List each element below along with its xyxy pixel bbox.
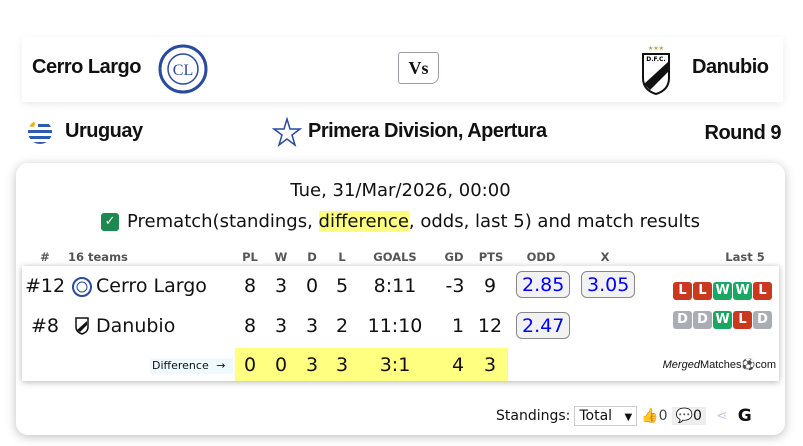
- row-pts: 9: [483, 275, 497, 297]
- cerro-largo-logo: CL: [158, 44, 208, 94]
- diff-pl: 0: [243, 354, 257, 376]
- row-goals: 8:11: [373, 275, 417, 297]
- header-x: X: [600, 250, 610, 264]
- comments-count: 0: [693, 408, 702, 424]
- result-badge: D: [673, 311, 692, 329]
- diff-pts: 3: [483, 354, 497, 376]
- header-teams: 16 teams: [68, 250, 128, 264]
- header-gd: GD: [444, 250, 464, 264]
- google-icon[interactable]: G: [737, 406, 752, 426]
- diff-w: 0: [274, 354, 288, 376]
- brand-italic: Merged: [662, 359, 700, 371]
- row-team[interactable]: Danubio: [96, 315, 176, 337]
- row-goals: 11:10: [367, 315, 423, 337]
- row-gd: -3: [445, 275, 465, 297]
- soccer-ball-icon: ⚽: [741, 359, 756, 371]
- diff-l: 3: [335, 354, 349, 376]
- difference-text: Difference: [152, 359, 209, 372]
- row-w: 3: [274, 275, 288, 297]
- result-badge: D: [753, 311, 772, 329]
- diff-d: 3: [305, 354, 319, 376]
- league-name[interactable]: Primera Division, Apertura: [308, 120, 547, 142]
- header-last5: Last 5: [725, 250, 765, 264]
- result-badge: L: [693, 282, 712, 300]
- standings-label: Standings:: [496, 408, 571, 424]
- difference-label: Difference →: [150, 358, 233, 374]
- comment-icon: 💬: [675, 408, 694, 424]
- row-l: 5: [335, 275, 349, 297]
- result-badge: L: [753, 282, 772, 300]
- result-badge: L: [733, 311, 752, 329]
- arrow-right-icon: →: [216, 359, 226, 372]
- cerro-largo-small-logo: [72, 277, 92, 297]
- home-team-name[interactable]: Cerro Largo: [32, 56, 141, 78]
- odd-draw-button[interactable]: 3.05: [581, 271, 636, 298]
- away-team-name[interactable]: Danubio: [692, 56, 769, 78]
- row-rank: #8: [30, 315, 60, 337]
- comment-button[interactable]: 💬0: [671, 407, 706, 425]
- brand-rest: Matches: [699, 359, 742, 371]
- prematch-text-end: , odds, last 5) and match results: [408, 211, 700, 232]
- prematch-checkbox[interactable]: ✓: [101, 213, 120, 231]
- uruguay-flag-icon: [28, 120, 52, 144]
- header-odd: ODD: [526, 250, 556, 264]
- country-name[interactable]: Uruguay: [65, 120, 143, 142]
- header-d: D: [307, 250, 317, 264]
- like-button[interactable]: 👍0: [641, 408, 667, 424]
- row-pl: 8: [243, 315, 257, 337]
- header-l: L: [338, 250, 346, 264]
- result-badge: W: [733, 282, 752, 300]
- result-badge: W: [713, 282, 732, 300]
- prematch-highlight: difference: [318, 211, 409, 232]
- svg-text:★★★: ★★★: [648, 45, 664, 52]
- result-badge: L: [673, 282, 692, 300]
- result-badge: W: [713, 311, 732, 329]
- header-rank: #: [40, 250, 50, 264]
- difference-highlight: [235, 348, 508, 381]
- brand-tld: com: [755, 359, 776, 371]
- chevron-down-icon: ▼: [624, 412, 633, 423]
- header-goals: GOALS: [373, 250, 417, 264]
- share-icon[interactable]: ⋖: [715, 408, 728, 424]
- round-label: Round 9: [704, 122, 782, 144]
- likes-count: 0: [658, 408, 668, 424]
- row-d: 0: [305, 275, 319, 297]
- row-gd: 1: [451, 315, 465, 337]
- svg-text:D.F.C.: D.F.C.: [646, 56, 665, 63]
- header-pl: PL: [242, 250, 258, 264]
- row-d: 3: [305, 315, 319, 337]
- svg-text:CL: CL: [173, 62, 193, 79]
- row-pts: 12: [477, 315, 503, 337]
- prematch-line: ✓ Prematch(standings, difference, odds, l…: [16, 211, 785, 232]
- danubio-logo: ★★★ D.F.C.: [642, 45, 670, 96]
- footer-bar: Standings: Total ▼ 👍0 💬0 ⋖ G: [496, 404, 752, 428]
- header-pts: PTS: [478, 250, 504, 264]
- match-datetime: Tue, 31/Mar/2026, 00:00: [290, 180, 511, 201]
- league-star-icon: [272, 117, 302, 147]
- standings-select[interactable]: Total ▼: [574, 406, 638, 426]
- diff-goals: 3:1: [379, 354, 411, 376]
- header-w: W: [274, 250, 288, 264]
- row-team[interactable]: Cerro Largo: [96, 275, 207, 297]
- standings-value: Total: [579, 408, 613, 424]
- thumbs-up-icon: 👍: [641, 408, 659, 424]
- row-pl: 8: [243, 275, 257, 297]
- brand-watermark: MergedMatches⚽com: [663, 358, 776, 371]
- odd-home-button[interactable]: 2.85: [516, 271, 571, 298]
- vs-label: Vs: [398, 52, 439, 84]
- diff-gd: 4: [451, 354, 465, 376]
- row-w: 3: [274, 315, 288, 337]
- row-rank: #12: [24, 275, 66, 297]
- danubio-small-logo: [75, 317, 89, 335]
- result-badge: D: [693, 311, 712, 329]
- odd-away-button[interactable]: 2.47: [516, 312, 571, 339]
- prematch-text: Prematch(standings,: [127, 211, 319, 232]
- row-l: 2: [335, 315, 349, 337]
